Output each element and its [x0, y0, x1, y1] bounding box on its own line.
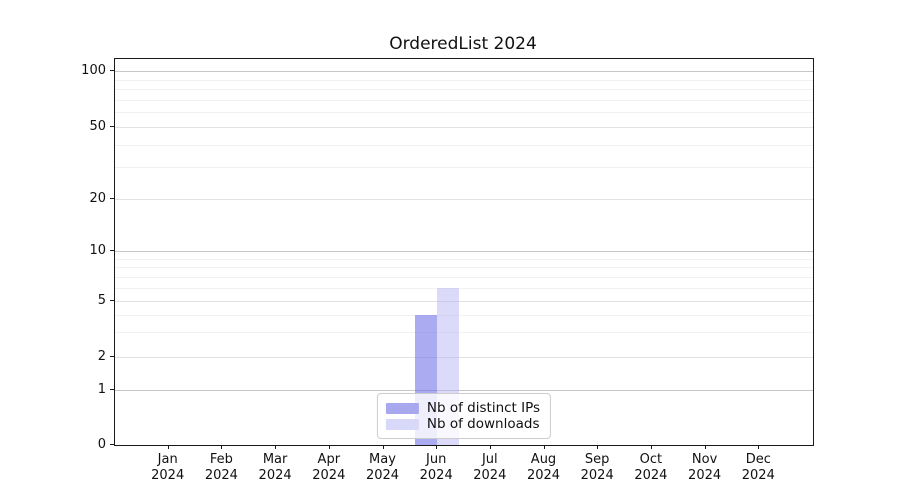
x-tick-label-month: May	[369, 452, 396, 467]
minor-gridline	[115, 276, 813, 278]
x-tick-label-month: Jan	[157, 452, 178, 467]
x-tick-label-year: 2024	[580, 468, 614, 483]
legend-item: Nb of downloads	[385, 416, 540, 432]
x-tick-label-month: Jul	[481, 452, 498, 467]
minor-gridline	[115, 144, 813, 146]
y-tick-mark-1	[110, 389, 114, 390]
minor-gridline	[115, 258, 813, 260]
x-tick-label-jul: Jul 2024	[460, 452, 520, 484]
y-tick-mark-20	[110, 198, 114, 199]
x-tick-label-mar: Mar 2024	[245, 452, 305, 484]
x-tick-label-may: May 2024	[353, 452, 413, 484]
y-tick-mark-50	[110, 126, 114, 127]
x-tick-mark-jan	[167, 445, 169, 449]
legend-label: Nb of downloads	[426, 416, 540, 432]
x-tick-label-year: 2024	[151, 468, 185, 483]
x-tick-label-month: Jun	[426, 452, 447, 467]
gridline-y-1	[115, 390, 813, 391]
y-tick-label-2: 2	[97, 348, 106, 364]
x-tick-mark-jun	[436, 445, 438, 449]
x-tick-label-month: Nov	[691, 452, 718, 467]
x-tick-label-year: 2024	[419, 468, 453, 483]
x-tick-label-year: 2024	[688, 468, 722, 483]
x-tick-label-oct: Oct 2024	[621, 452, 681, 484]
x-tick-label-month: Oct	[639, 452, 663, 467]
y-tick-label-100: 100	[81, 62, 106, 78]
x-tick-mark-dec	[758, 445, 760, 449]
legend-swatch-icon	[385, 402, 419, 414]
legend-swatch-icon	[385, 418, 419, 430]
legend: Nb of distinct IPs Nb of downloads	[376, 393, 552, 439]
x-tick-label-sep: Sep 2024	[567, 452, 627, 484]
gridline-y-20	[115, 199, 813, 200]
minor-gridline	[115, 267, 813, 269]
minor-gridline	[115, 167, 813, 169]
gridline-y-2	[115, 357, 813, 358]
x-tick-label-feb: Feb 2024	[191, 452, 251, 484]
minor-gridline	[115, 287, 813, 289]
minor-gridline	[115, 99, 813, 101]
x-tick-mark-aug	[543, 445, 545, 449]
y-tick-label-50: 50	[89, 118, 106, 134]
y-tick-mark-5	[110, 300, 114, 301]
x-tick-label-aug: Aug 2024	[514, 452, 574, 484]
plot-area: Nb of distinct IPs Nb of downloads	[114, 58, 814, 446]
y-tick-mark-2	[110, 356, 114, 357]
x-tick-mark-feb	[221, 445, 223, 449]
minor-gridline	[115, 332, 813, 334]
x-tick-mark-oct	[650, 445, 652, 449]
gridline-y-10	[115, 251, 813, 252]
gridline-y-50	[115, 127, 813, 128]
x-tick-label-year: 2024	[634, 468, 668, 483]
x-tick-label-apr: Apr 2024	[299, 452, 359, 484]
x-tick-label-jun: Jun 2024	[406, 452, 466, 484]
x-tick-mark-jul	[489, 445, 491, 449]
x-tick-label-jan: Jan 2024	[138, 452, 198, 484]
x-tick-mark-nov	[704, 445, 706, 449]
x-tick-mark-sep	[597, 445, 599, 449]
x-tick-label-year: 2024	[526, 468, 561, 483]
x-tick-label-dec: Dec 2024	[728, 452, 788, 484]
legend-item: Nb of distinct IPs	[385, 400, 541, 416]
x-tick-label-month: Dec	[745, 452, 771, 467]
x-tick-label-year: 2024	[473, 468, 507, 483]
x-tick-label-year: 2024	[258, 468, 292, 483]
y-tick-mark-0	[110, 444, 114, 445]
x-tick-mark-may	[382, 445, 384, 449]
legend-label: Nb of distinct IPs	[426, 400, 541, 416]
x-tick-label-nov: Nov 2024	[675, 452, 735, 484]
y-tick-mark-10	[110, 250, 114, 251]
minor-gridline	[115, 79, 813, 81]
gridline-y-100	[115, 71, 813, 72]
x-tick-mark-mar	[275, 445, 277, 449]
y-tick-label-20: 20	[89, 190, 106, 206]
x-tick-label-year: 2024	[312, 468, 346, 483]
x-tick-label-year: 2024	[204, 468, 238, 483]
y-tick-label-0: 0	[97, 436, 106, 452]
minor-gridline	[115, 112, 813, 114]
y-tick-label-5: 5	[97, 292, 106, 308]
x-tick-label-month: Aug	[530, 452, 557, 467]
chart-title: OrderedList 2024	[389, 34, 537, 54]
y-tick-label-10: 10	[89, 242, 106, 258]
y-tick-label-1: 1	[97, 381, 106, 397]
x-tick-label-month: Sep	[584, 452, 610, 467]
minor-gridline	[115, 314, 813, 316]
gridline-y-5	[115, 301, 813, 302]
y-tick-mark-100	[110, 70, 114, 71]
minor-gridline	[115, 89, 813, 90]
legend-items: Nb of distinct IPs Nb of downloads	[385, 400, 541, 432]
x-tick-label-month: Mar	[262, 452, 288, 467]
x-tick-label-month: Apr	[317, 452, 341, 467]
x-tick-label-month: Feb	[209, 452, 233, 467]
x-tick-label-year: 2024	[741, 468, 775, 483]
x-tick-mark-apr	[328, 445, 330, 449]
x-tick-label-year: 2024	[365, 468, 400, 483]
